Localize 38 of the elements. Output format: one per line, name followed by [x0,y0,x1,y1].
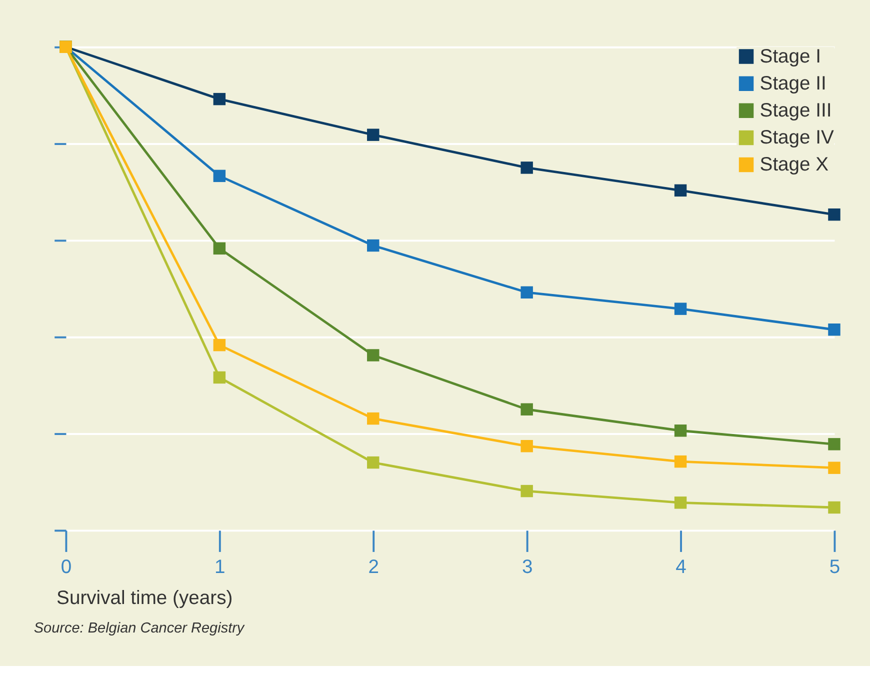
legend-label: Stage IV [760,128,834,149]
x-axis-title: Survival time (years) [56,588,233,610]
point [213,92,226,106]
x-tick-label: 3 [522,557,533,578]
point [213,242,226,255]
point [828,462,840,474]
point [828,501,840,514]
point [674,496,687,509]
point [828,208,840,221]
x-tick-label: 4 [676,557,687,578]
legend-label: Stage II [760,73,826,94]
point [520,440,533,452]
point [213,170,226,182]
x-tick-label: 1 [214,557,226,578]
point [367,239,380,252]
point [674,424,687,437]
point [674,455,687,468]
point [367,412,380,425]
point [828,438,840,450]
x-tick-label: 0 [60,557,72,578]
x-tick-label: 5 [829,557,840,578]
point [520,162,533,174]
point [213,338,226,352]
legend-label: Stage I [760,46,822,68]
point [367,349,380,362]
legend-label: Stage III [760,100,832,122]
point [520,403,533,416]
point [674,184,687,197]
point [520,286,533,299]
point [520,484,533,498]
point [367,456,380,469]
source-note: Source: Belgian Cancer Registry [34,620,245,637]
point [674,302,687,315]
point [367,128,380,141]
legend-label: Stage X [760,154,829,176]
point [213,371,226,384]
x-tick-label: 2 [368,557,379,578]
point [828,324,840,336]
